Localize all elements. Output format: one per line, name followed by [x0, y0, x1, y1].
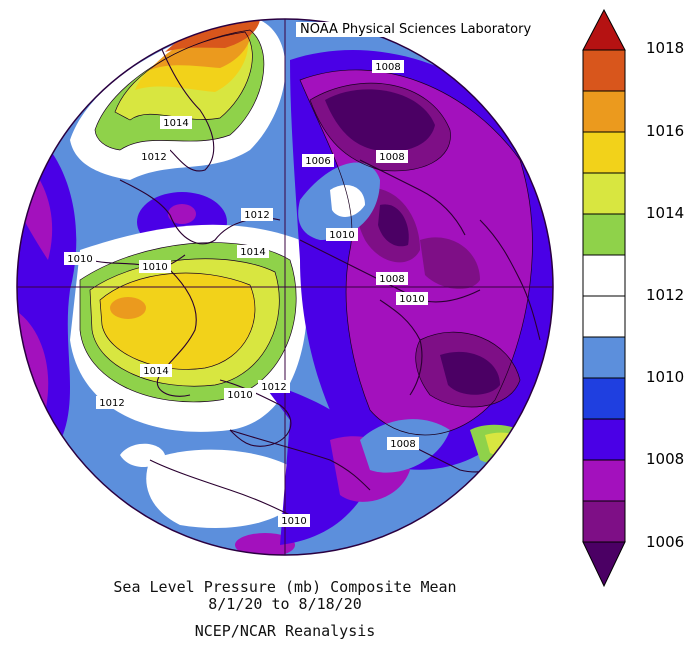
- svg-text:1010: 1010: [142, 262, 167, 273]
- contour-label: 1010: [396, 292, 428, 305]
- colorbar-segment: [582, 500, 626, 543]
- colorbar-tick-label: 1010: [646, 368, 685, 386]
- svg-text:1008: 1008: [390, 439, 415, 450]
- colorbar-arrow-top: [582, 8, 626, 51]
- colorbar-segment: [582, 172, 626, 215]
- svg-text:1010: 1010: [399, 294, 424, 305]
- colorbar-segment: [582, 459, 626, 502]
- svg-text:1010: 1010: [329, 230, 354, 241]
- contour-label: 1012: [241, 208, 273, 221]
- colorbar-segment: [582, 295, 626, 338]
- contour-label: 1006: [302, 154, 334, 167]
- svg-text:1012: 1012: [141, 152, 166, 163]
- contour-label: 1010: [326, 228, 358, 241]
- colorbar-tick-label: 1018: [646, 39, 685, 57]
- svg-text:1008: 1008: [379, 274, 404, 285]
- contour-label: 1008: [376, 150, 408, 163]
- contour-label: 1012: [96, 396, 128, 409]
- colorbar-tick-label: 1014: [646, 204, 685, 222]
- svg-text:1014: 1014: [163, 118, 188, 129]
- caption-title: Sea Level Pressure (mb) Composite Mean: [113, 578, 457, 596]
- contour-label: 1012: [258, 380, 290, 393]
- colorbar-tick-label: 1008: [646, 450, 685, 468]
- colorbar-tick-label: 1012: [646, 286, 685, 304]
- svg-text:1010: 1010: [281, 516, 306, 527]
- colorbar-tick-label: 1016: [646, 122, 685, 140]
- colorbar-tick-label: 1006: [646, 533, 685, 551]
- svg-text:1014: 1014: [143, 366, 168, 377]
- contour-label: 1008: [372, 60, 404, 73]
- colorbar-segment: [582, 90, 626, 133]
- contour-label: 1010: [139, 260, 171, 273]
- contour-label: 1010: [278, 514, 310, 527]
- colorbar-segment: [582, 131, 626, 174]
- contour-label: 1014: [160, 116, 192, 129]
- credit-text: NOAA Physical Sciences Laboratory: [296, 22, 536, 37]
- caption-source: NCEP/NCAR Reanalysis: [194, 622, 376, 640]
- contour-label: 1014: [140, 364, 172, 377]
- contour-label: 1014: [237, 245, 269, 258]
- svg-text:1010: 1010: [227, 390, 252, 401]
- svg-text:1010: 1010: [67, 254, 92, 265]
- contour-label: 1012: [138, 150, 170, 163]
- colorbar-segment: [582, 213, 626, 256]
- colorbar-arrow-bottom: [582, 541, 626, 588]
- svg-text:1012: 1012: [244, 210, 269, 221]
- colorbar-segment: [582, 377, 626, 420]
- caption-dates: 8/1/20 to 8/18/20: [208, 595, 362, 613]
- colorbar-segment: [582, 254, 626, 297]
- contour-label: 1010: [224, 388, 256, 401]
- contour-label-layer: 1008 1014 1012 1006 1008 1012 1010 1010 …: [64, 60, 428, 527]
- colorbar-segment: [582, 418, 626, 461]
- colorbar-segment: [582, 336, 626, 379]
- svg-text:1012: 1012: [261, 382, 286, 393]
- contour-label: 1008: [376, 272, 408, 285]
- map-border: [16, 18, 554, 556]
- contour-label: 1010: [64, 252, 96, 265]
- svg-text:1012: 1012: [99, 398, 124, 409]
- colorbar: [582, 8, 626, 588]
- colorbar-segment: [582, 49, 626, 92]
- svg-text:1008: 1008: [379, 152, 404, 163]
- pressure-field: [17, 19, 553, 555]
- svg-text:1014: 1014: [240, 247, 265, 258]
- contour-label: 1008: [387, 437, 419, 450]
- svg-text:1008: 1008: [375, 62, 400, 73]
- svg-text:1006: 1006: [305, 156, 330, 167]
